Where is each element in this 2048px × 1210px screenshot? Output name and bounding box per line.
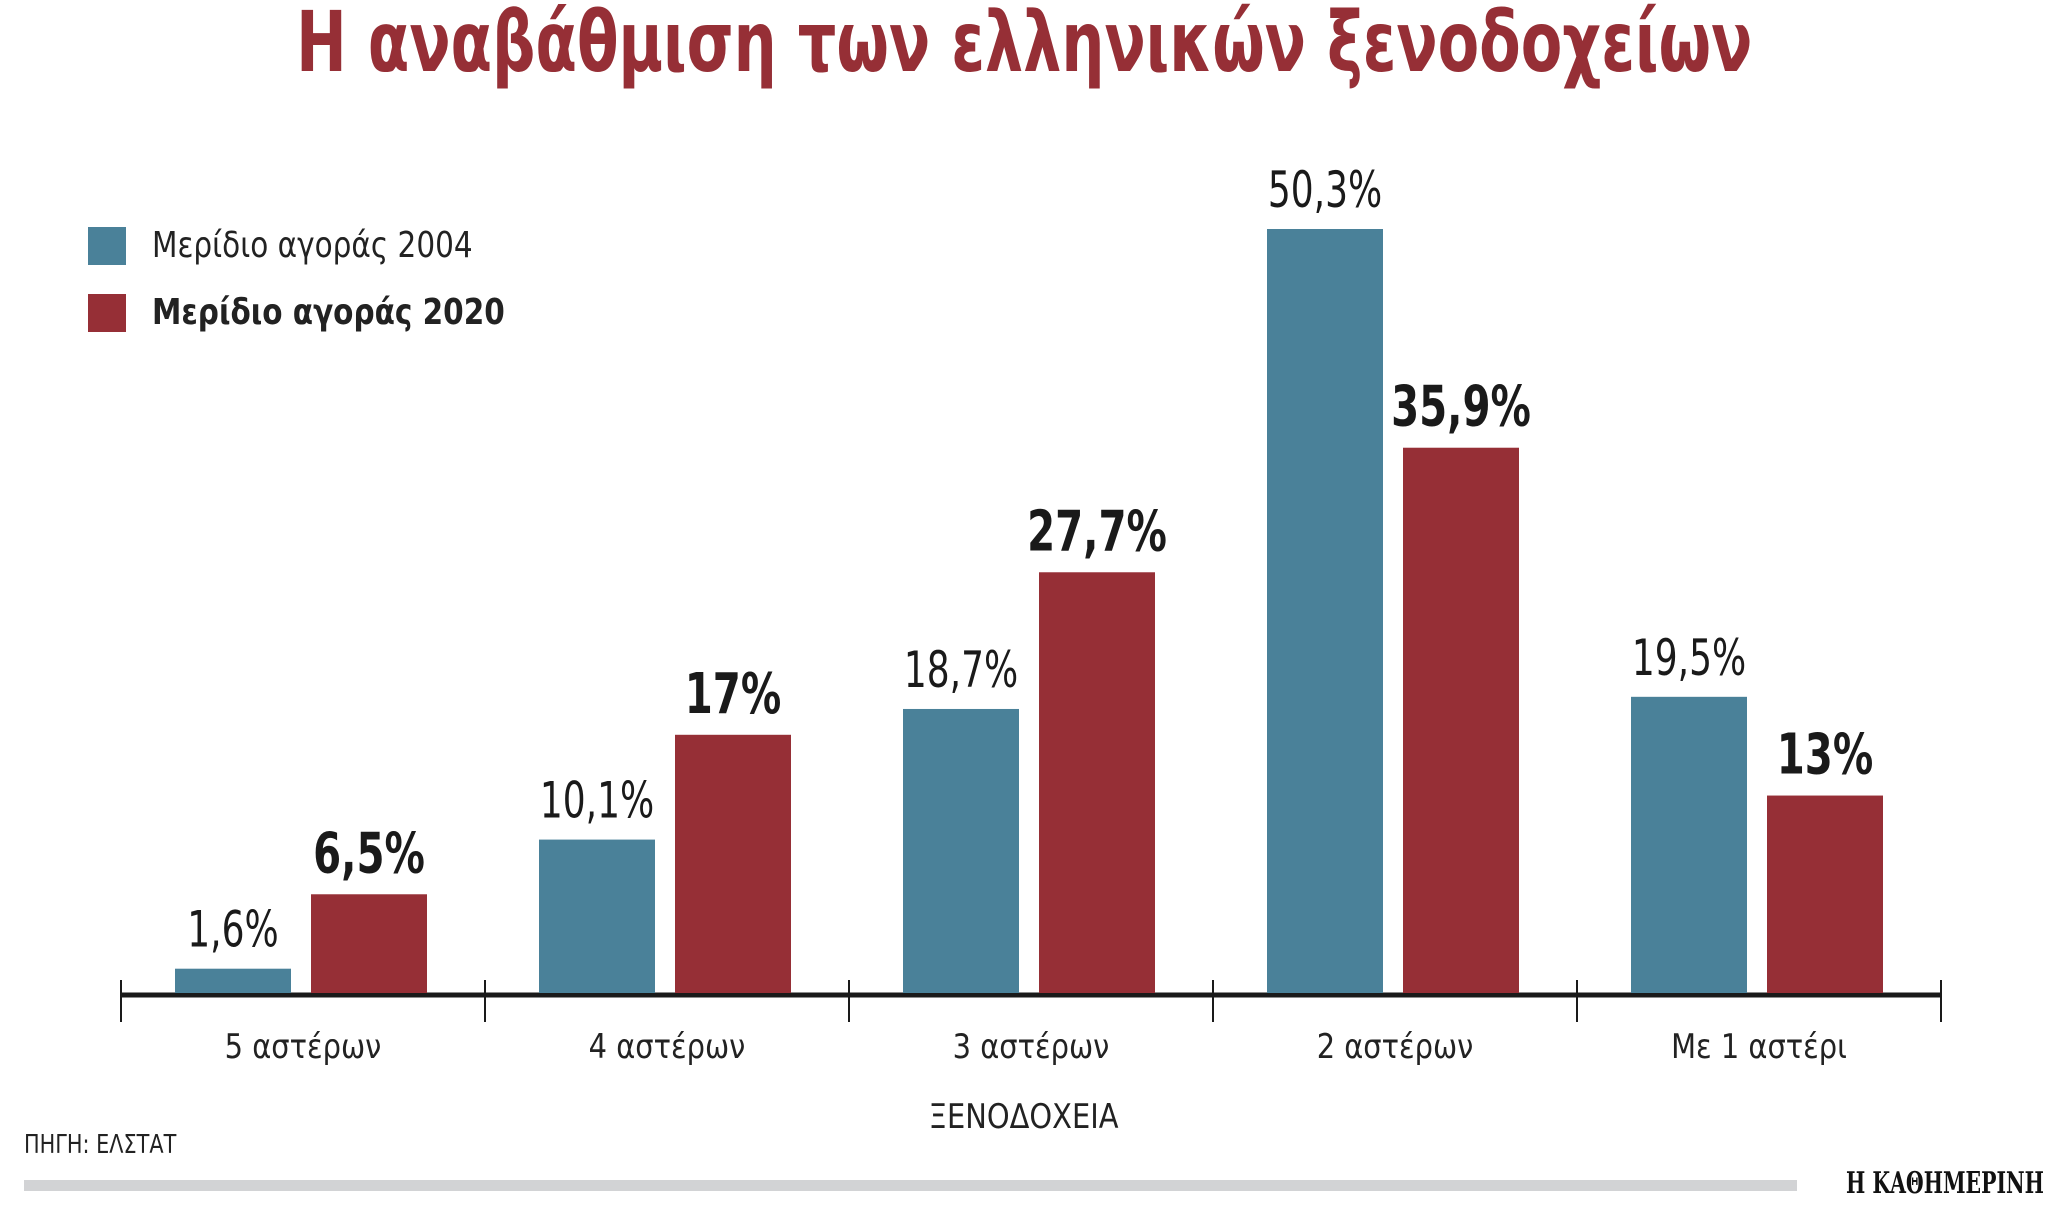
legend-swatch-2004 [88,226,126,265]
chart-title: Η αναβάθμιση των ελληνικών ξενοδοχείων [0,0,2048,84]
legend-item-2004: Μερίδιο αγοράς 2004 [88,225,543,266]
data-label: 17% [685,661,781,726]
bar-2004 [903,708,1019,993]
bar-2004 [175,968,291,993]
legend-label-2020: Μερίδιο αγοράς 2020 [152,292,505,333]
chart-title-text: Η αναβάθμιση των ελληνικών ξενοδοχείων [295,0,1753,91]
data-label: 27,7% [1027,499,1167,564]
footer-bar [24,1180,1797,1191]
x-tick-label: 5 αστέρων [225,1028,382,1067]
legend-item-2020: Μερίδιο αγοράς 2020 [88,292,582,333]
bar-2020 [311,894,427,993]
source-note: ΠΗΓΗ: ΕΛΣΤΑΤ [24,1130,177,1160]
legend-swatch-2020 [88,293,126,332]
bar-2020 [1403,447,1519,993]
bar-2020 [1039,572,1155,993]
x-axis-title-text: ΞΕΝΟΔΟΧΕΙΑ [929,1097,1119,1137]
legend-label-2004: Μερίδιο αγοράς 2004 [152,225,473,266]
x-tick-label: 4 αστέρων [589,1028,746,1067]
bar-2004 [539,839,655,993]
publisher-logo: Η ΚΑΘΗΜΕΡΙΝΗ [1846,1166,2044,1201]
data-label: 10,1% [540,773,654,830]
bar-2004 [1631,696,1747,993]
data-label: 19,5% [1632,630,1746,687]
x-tick-label: 2 αστέρων [1317,1028,1474,1067]
bar-2020 [1767,795,1883,993]
data-label: 18,7% [904,642,1018,699]
x-axis-title: ΞΕΝΟΔΟΧΕΙΑ [0,1097,2048,1137]
x-tick-label: 3 αστέρων [953,1028,1110,1067]
x-tick-label: Με 1 αστέρι [1671,1028,1847,1067]
data-label: 50,3% [1268,162,1382,219]
data-label: 13% [1777,722,1873,787]
data-label: 6,5% [313,821,425,886]
bar-2004 [1267,229,1383,993]
data-label: 35,9% [1391,374,1531,439]
data-label: 1,6% [187,902,278,959]
bar-2020 [675,734,791,993]
